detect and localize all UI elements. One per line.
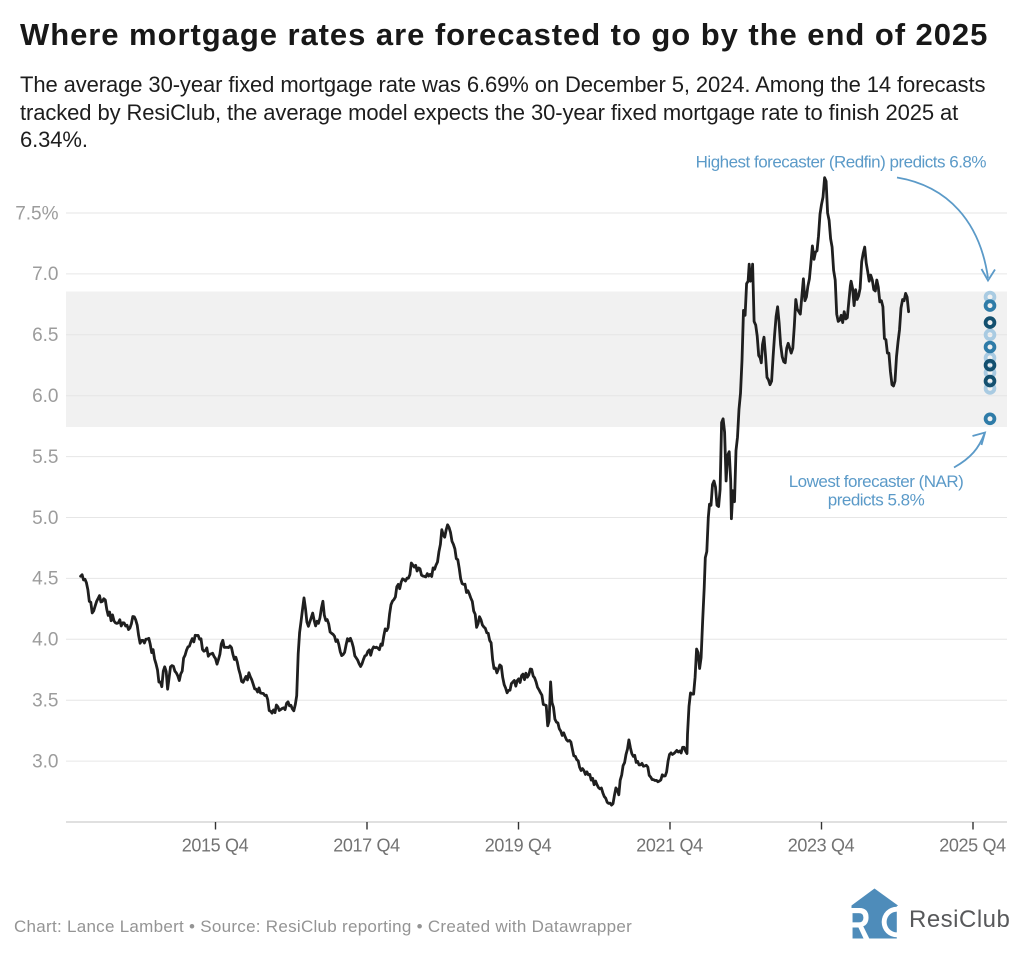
svg-text:2019 Q4: 2019 Q4 bbox=[485, 836, 552, 856]
svg-text:7.0: 7.0 bbox=[32, 264, 58, 285]
svg-text:2017 Q4: 2017 Q4 bbox=[333, 836, 400, 856]
svg-text:7.5%: 7.5% bbox=[15, 203, 58, 224]
svg-text:3.0: 3.0 bbox=[32, 751, 58, 772]
svg-text:2015 Q4: 2015 Q4 bbox=[182, 836, 249, 856]
svg-text:6.5: 6.5 bbox=[32, 325, 58, 346]
svg-text:Highest forecaster (Redfin) pr: Highest forecaster (Redfin) predicts 6.8… bbox=[696, 153, 987, 172]
svg-text:3.5: 3.5 bbox=[32, 691, 58, 712]
svg-text:R: R bbox=[845, 898, 870, 949]
svg-text:4.0: 4.0 bbox=[32, 630, 58, 651]
svg-text:6.0: 6.0 bbox=[32, 386, 58, 407]
svg-text:2023 Q4: 2023 Q4 bbox=[788, 836, 855, 856]
svg-text:2021 Q4: 2021 Q4 bbox=[636, 836, 703, 856]
svg-text:predicts 5.8%: predicts 5.8% bbox=[828, 491, 925, 510]
svg-text:2025 Q4: 2025 Q4 bbox=[939, 836, 1006, 856]
svg-text:4.5: 4.5 bbox=[32, 569, 58, 590]
svg-text:5.0: 5.0 bbox=[32, 508, 58, 529]
svg-text:5.5: 5.5 bbox=[32, 447, 58, 468]
svg-text:Lowest forecaster (NAR): Lowest forecaster (NAR) bbox=[789, 472, 964, 491]
